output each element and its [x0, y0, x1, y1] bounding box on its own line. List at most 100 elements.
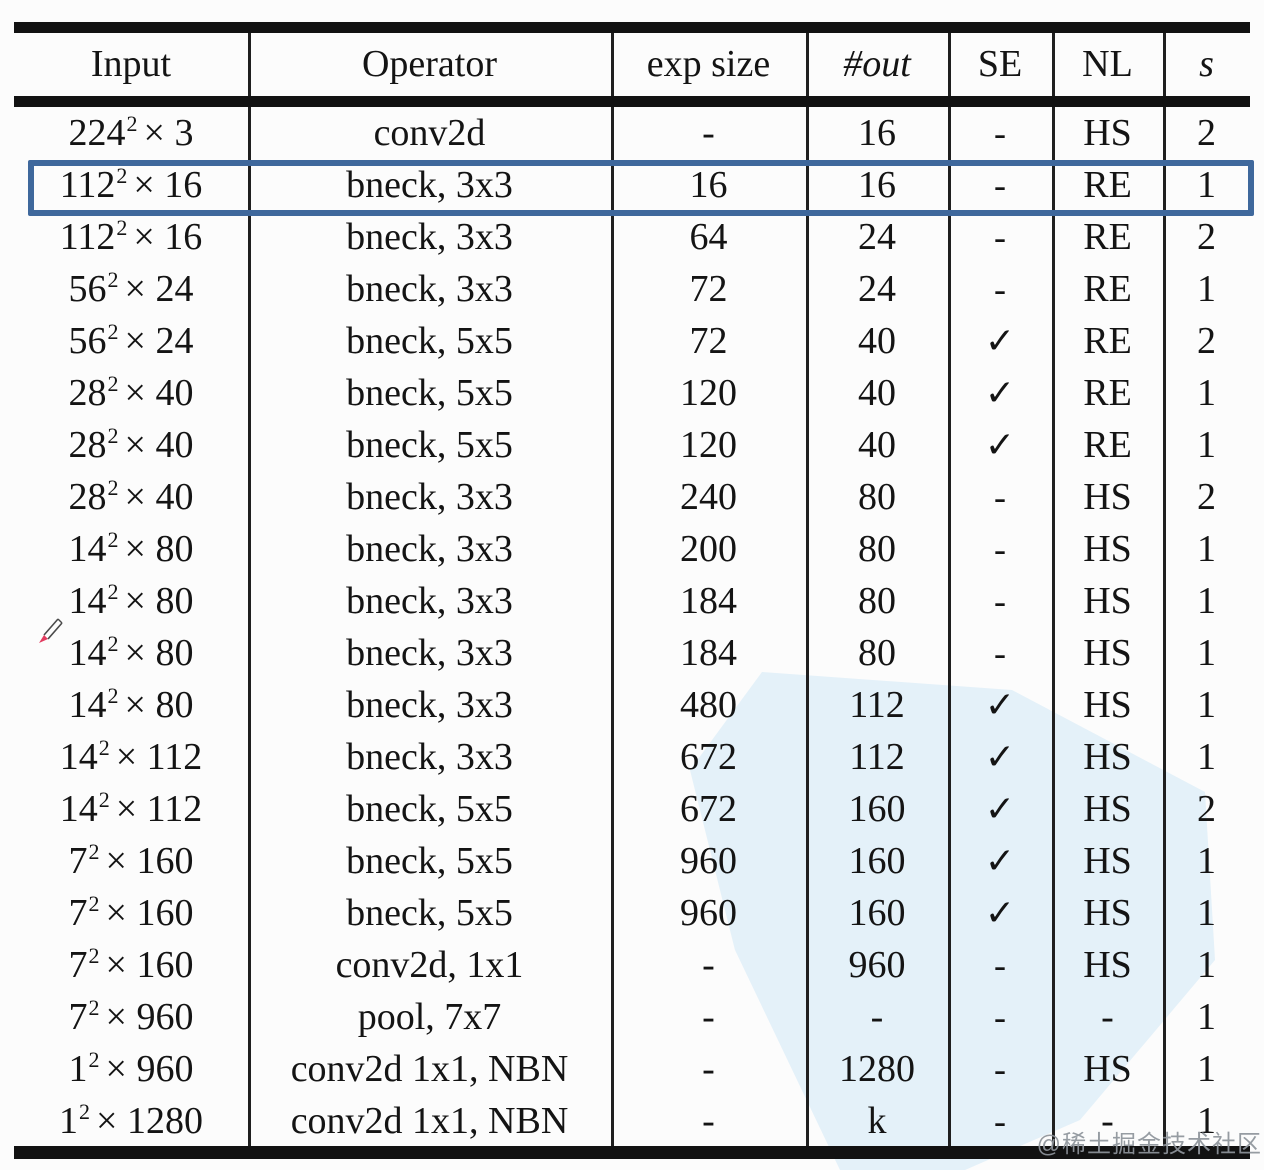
- cell-se: -: [994, 1049, 1006, 1089]
- cell-se: -: [994, 217, 1006, 257]
- cell-out: 112: [849, 736, 905, 778]
- cell-s: 1: [1197, 1100, 1216, 1142]
- header-nl: NL: [1082, 43, 1133, 85]
- table-row: 142 × 80 bneck, 3x3 480 112 ✓ HS 1: [14, 679, 1250, 731]
- cell-se: ✓: [984, 893, 1016, 933]
- cell-nl: HS: [1083, 944, 1132, 986]
- table-row: 282 × 40 bneck, 5x5 120 40 ✓ RE 1: [14, 367, 1250, 419]
- cell-nl: RE: [1083, 164, 1132, 206]
- column-separator: [1052, 33, 1055, 1146]
- cell-out: 80: [858, 580, 896, 622]
- column-separator: [1163, 33, 1166, 1146]
- cell-operator: bneck, 5x5: [346, 372, 513, 414]
- cell-operator: bneck, 5x5: [346, 424, 513, 466]
- table-row-highlighted: 1122 × 16 bneck, 3x3 16 16 - RE 1: [14, 159, 1250, 211]
- cell-se: -: [994, 269, 1006, 309]
- cell-se: ✓: [984, 737, 1016, 777]
- table-row: 142 × 80 bneck, 3x3 184 80 - HS 1: [14, 627, 1250, 679]
- cell-s: 1: [1197, 1048, 1216, 1090]
- cell-s: 2: [1197, 216, 1216, 258]
- cell-se: -: [994, 945, 1006, 985]
- cell-input: 562 × 24: [68, 267, 194, 310]
- cell-s: 2: [1197, 788, 1216, 830]
- cell-exp-size: -: [702, 1048, 715, 1090]
- table-row: 12 × 1280 conv2d 1x1, NBN - k - - 1: [14, 1095, 1250, 1147]
- cell-se: ✓: [984, 685, 1016, 725]
- cell-input: 72 × 960: [68, 995, 194, 1038]
- cell-nl: RE: [1083, 372, 1132, 414]
- table-row: 282 × 40 bneck, 5x5 120 40 ✓ RE 1: [14, 419, 1250, 471]
- cell-operator: bneck, 3x3: [346, 164, 513, 206]
- cell-out: 40: [858, 372, 896, 414]
- pencil-cursor-icon: [39, 618, 63, 643]
- row-highlight-box: [28, 160, 1254, 216]
- table-body: 2242 × 3 conv2d - 16 - HS 2 1122 × 16 bnec…: [14, 107, 1250, 1147]
- table-row: 1122 × 16 bneck, 3x3 64 24 - RE 2: [14, 211, 1250, 263]
- table-row: 142 × 112 bneck, 5x5 672 160 ✓ HS 2: [14, 783, 1250, 835]
- cell-nl: HS: [1083, 476, 1132, 518]
- cell-se: -: [994, 581, 1006, 621]
- cell-s: 1: [1197, 580, 1216, 622]
- table-row: 142 × 112 bneck, 3x3 672 112 ✓ HS 1: [14, 731, 1250, 783]
- cell-se: ✓: [984, 425, 1016, 465]
- table-row: 562 × 24 bneck, 3x3 72 24 - RE 1: [14, 263, 1250, 315]
- cell-out: 1280: [839, 1048, 915, 1090]
- cell-exp-size: 240: [680, 476, 737, 518]
- cell-exp-size: 120: [680, 424, 737, 466]
- cell-out: 40: [858, 424, 896, 466]
- cell-se: -: [994, 1101, 1006, 1141]
- cell-se: -: [994, 997, 1006, 1037]
- column-separator: [806, 33, 809, 1146]
- cell-operator: conv2d, 1x1: [335, 944, 524, 986]
- cell-exp-size: 672: [680, 736, 737, 778]
- cell-out: 80: [858, 476, 896, 518]
- cell-s: 1: [1197, 528, 1216, 570]
- cell-input: 1122 × 16: [59, 163, 203, 206]
- cell-input: 282 × 40: [68, 475, 194, 518]
- cell-operator: conv2d 1x1, NBN: [290, 1100, 569, 1142]
- cell-nl: HS: [1083, 788, 1132, 830]
- cell-se: ✓: [984, 373, 1016, 413]
- header-s: s: [1199, 43, 1214, 85]
- cell-s: 1: [1197, 736, 1216, 778]
- cell-exp-size: -: [702, 112, 715, 154]
- cell-operator: conv2d 1x1, NBN: [290, 1048, 569, 1090]
- table-row: 2242 × 3 conv2d - 16 - HS 2: [14, 107, 1250, 159]
- table-row: 562 × 24 bneck, 5x5 72 40 ✓ RE 2: [14, 315, 1250, 367]
- cell-exp-size: -: [702, 944, 715, 986]
- cell-operator: bneck, 3x3: [346, 476, 513, 518]
- header-operator: Operator: [361, 43, 498, 85]
- cell-exp-size: 72: [689, 268, 728, 310]
- cell-exp-size: 16: [689, 164, 728, 206]
- cell-operator: bneck, 3x3: [346, 216, 513, 258]
- cell-input: 1122 × 16: [59, 215, 203, 258]
- cell-se: ✓: [984, 789, 1016, 829]
- cell-out: -: [870, 996, 884, 1038]
- cell-exp-size: -: [702, 996, 715, 1038]
- cell-exp-size: -: [702, 1100, 715, 1142]
- cell-input: 142 × 112: [59, 735, 203, 778]
- cell-operator: bneck, 3x3: [346, 268, 513, 310]
- cell-s: 1: [1197, 996, 1216, 1038]
- table-top-rule: [14, 22, 1250, 33]
- cell-out: 16: [858, 112, 896, 154]
- cell-nl: HS: [1083, 736, 1132, 778]
- cell-input: 142 × 80: [68, 631, 194, 674]
- header-out: #out: [843, 43, 911, 85]
- cell-s: 1: [1197, 944, 1216, 986]
- cell-operator: conv2d: [373, 112, 486, 154]
- table-row: 142 × 80 bneck, 3x3 200 80 - HS 1: [14, 523, 1250, 575]
- cell-out: 160: [848, 788, 906, 830]
- cell-se: ✓: [984, 321, 1016, 361]
- cell-s: 1: [1197, 840, 1216, 882]
- cell-se: -: [994, 477, 1006, 517]
- cell-exp-size: 184: [680, 580, 737, 622]
- header-input: Input: [90, 43, 172, 85]
- cell-input: 142 × 80: [68, 527, 194, 570]
- cell-nl: RE: [1083, 320, 1132, 362]
- cell-s: 1: [1197, 892, 1216, 934]
- cell-se: -: [994, 529, 1006, 569]
- cell-exp-size: 960: [680, 840, 737, 882]
- table-row: 72 × 960 pool, 7x7 - - - - 1: [14, 991, 1250, 1043]
- header-se: SE: [977, 43, 1023, 85]
